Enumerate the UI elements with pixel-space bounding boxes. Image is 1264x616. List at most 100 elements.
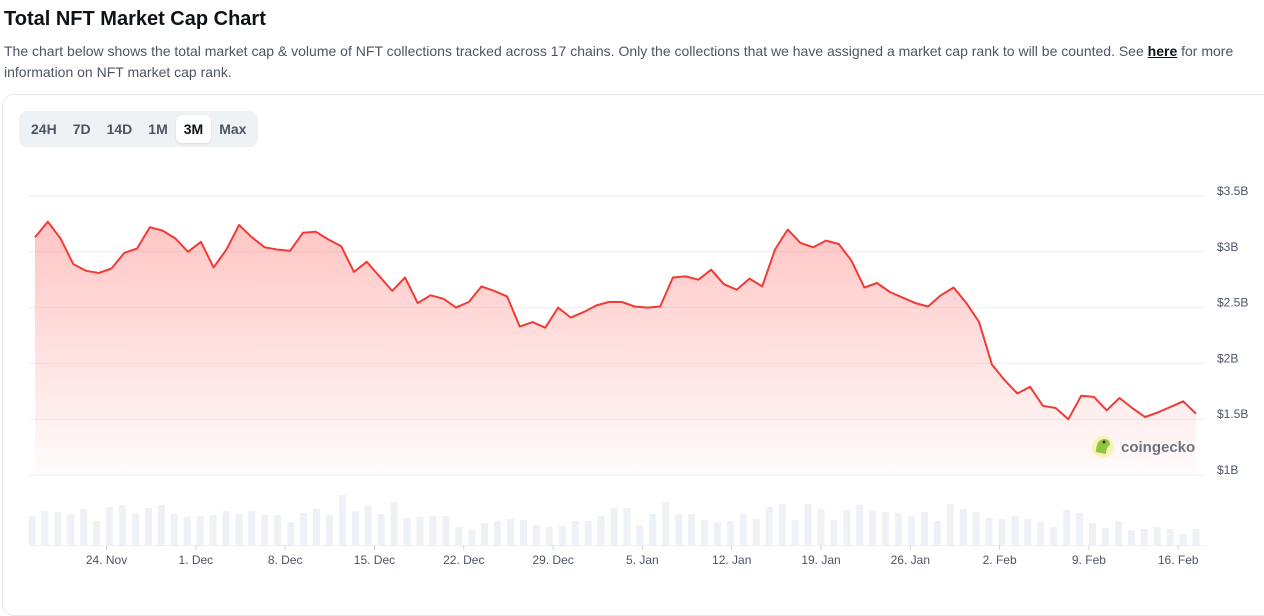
volume-bar bbox=[442, 516, 450, 545]
volume-bar bbox=[1140, 529, 1148, 545]
volume-bar bbox=[274, 515, 282, 545]
volume-bar bbox=[688, 514, 696, 545]
volume-bar bbox=[584, 521, 592, 545]
y-tick-label: $3B bbox=[1217, 240, 1238, 254]
volume-bar bbox=[726, 521, 734, 545]
volume-bar bbox=[985, 518, 993, 545]
volume-bar bbox=[507, 519, 515, 545]
volume-bar bbox=[287, 522, 295, 545]
volume-bar bbox=[144, 508, 152, 545]
volume-bar bbox=[1089, 523, 1097, 545]
volume-bar bbox=[235, 514, 243, 545]
volume-bar bbox=[1050, 527, 1058, 545]
volume-bar bbox=[545, 527, 553, 545]
volume-bar bbox=[1037, 522, 1045, 545]
gecko-eye-icon bbox=[1102, 440, 1106, 444]
x-tick-label: 22. Dec bbox=[443, 553, 484, 567]
volume-bar bbox=[882, 512, 890, 545]
volume-bar bbox=[701, 520, 709, 545]
volume-bar bbox=[429, 516, 437, 545]
volume-bar bbox=[325, 515, 333, 545]
volume-bar bbox=[1024, 519, 1032, 545]
x-tick-label: 8. Dec bbox=[268, 553, 303, 567]
volume-bar bbox=[972, 512, 980, 545]
volume-bar bbox=[739, 514, 747, 545]
x-tick-label: 5. Jan bbox=[626, 553, 659, 567]
volume-bar bbox=[119, 505, 127, 545]
volume-bar bbox=[1101, 528, 1109, 545]
volume-bar bbox=[67, 514, 75, 545]
volume-bar bbox=[364, 506, 372, 545]
volume-bar bbox=[377, 514, 385, 545]
volume-bar bbox=[636, 525, 644, 545]
volume-bar bbox=[1114, 521, 1122, 545]
x-tick-label: 2. Feb bbox=[983, 553, 1017, 567]
volume-bar bbox=[895, 513, 903, 545]
volume-bar bbox=[998, 519, 1006, 545]
volume-bar bbox=[623, 508, 631, 545]
volume-bar bbox=[869, 511, 877, 545]
range-7d-button[interactable]: 7D bbox=[65, 115, 99, 143]
volume-bar bbox=[765, 507, 773, 545]
volume-bar bbox=[468, 530, 476, 545]
range-14d-button[interactable]: 14D bbox=[99, 115, 141, 143]
x-tick-label: 15. Dec bbox=[354, 553, 395, 567]
volume-bar bbox=[54, 512, 62, 545]
range-max-button[interactable]: Max bbox=[211, 115, 254, 143]
market-cap-line bbox=[34, 220, 1197, 421]
volume-bar bbox=[920, 512, 928, 545]
volume-bar bbox=[403, 518, 411, 545]
volume-bar bbox=[1011, 516, 1019, 545]
volume-bar bbox=[907, 516, 915, 545]
coingecko-watermark: coingecko bbox=[1092, 436, 1195, 458]
volume-bar bbox=[338, 495, 346, 545]
volume-bar bbox=[1179, 534, 1187, 545]
time-range-selector: 24H 7D 14D 1M 3M Max bbox=[19, 111, 259, 147]
watermark-text: coingecko bbox=[1121, 439, 1195, 456]
range-3m-button[interactable]: 3M bbox=[175, 115, 212, 143]
volume-bar bbox=[131, 514, 139, 545]
volume-bar bbox=[1192, 529, 1200, 545]
range-24h-button[interactable]: 24H bbox=[23, 115, 65, 143]
x-tick-label: 19. Jan bbox=[801, 553, 840, 567]
x-tick-label: 24. Nov bbox=[86, 553, 127, 567]
volume-bar bbox=[300, 513, 308, 545]
page-description: The chart below shows the total market c… bbox=[4, 41, 1264, 83]
volume-bar bbox=[183, 517, 191, 545]
volume-bar bbox=[313, 509, 321, 545]
volume-bar bbox=[106, 507, 114, 545]
volume-bar bbox=[752, 519, 760, 545]
x-tick-label: 9. Feb bbox=[1072, 553, 1106, 567]
volume-bar bbox=[519, 520, 527, 545]
y-tick-label: $1.5B bbox=[1217, 407, 1248, 421]
volume-bar bbox=[170, 514, 178, 545]
volume-bar bbox=[248, 511, 256, 545]
volume-bar bbox=[416, 517, 424, 545]
x-tick-label: 29. Dec bbox=[532, 553, 573, 567]
volume-bar bbox=[1166, 529, 1174, 545]
volume-bar bbox=[843, 510, 851, 545]
volume-bar bbox=[675, 514, 683, 545]
volume-bar bbox=[1076, 513, 1084, 545]
y-tick-label: $2B bbox=[1217, 351, 1238, 365]
description-text: The chart below shows the total market c… bbox=[4, 43, 1148, 59]
volume-bar bbox=[157, 505, 165, 545]
volume-bar bbox=[41, 511, 49, 545]
market-cap-area bbox=[35, 221, 1196, 475]
volume-bar bbox=[778, 504, 786, 545]
volume-bar bbox=[1127, 530, 1135, 545]
volume-bar bbox=[196, 516, 204, 545]
range-1m-button[interactable]: 1M bbox=[140, 115, 175, 143]
x-tick-label: 16. Feb bbox=[1158, 553, 1199, 567]
volume-bar bbox=[856, 505, 864, 545]
x-tick-label: 1. Dec bbox=[179, 553, 214, 567]
market-cap-chart: $3.5B $3B $2.5B $2B $1.5B $1B 24. Nov 1. Dec 8.… bbox=[28, 184, 1248, 567]
volume-bar bbox=[571, 521, 579, 545]
volume-bar bbox=[817, 509, 825, 545]
volume-bar bbox=[959, 509, 967, 545]
volume-bar bbox=[933, 521, 941, 545]
market-cap-rank-link[interactable]: here bbox=[1147, 43, 1178, 59]
volume-bar bbox=[1153, 527, 1161, 545]
y-tick-label: $1B bbox=[1217, 463, 1238, 477]
volume-bar bbox=[713, 522, 721, 545]
